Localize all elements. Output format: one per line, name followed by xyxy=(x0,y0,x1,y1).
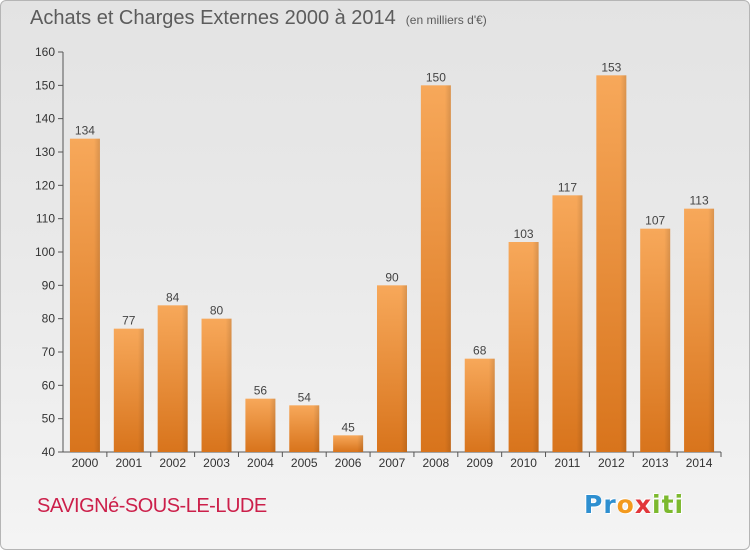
bar-shade xyxy=(93,138,100,452)
y-tick-label: 130 xyxy=(35,145,55,159)
data-label: 107 xyxy=(645,214,665,228)
y-tick-label: 70 xyxy=(42,345,56,359)
logo-letter: x xyxy=(634,490,652,519)
x-tick-label: 2009 xyxy=(466,456,493,470)
x-tick-label: 2002 xyxy=(159,456,186,470)
x-tick-label: 2010 xyxy=(510,456,537,470)
data-label: 113 xyxy=(689,194,708,208)
bars xyxy=(69,75,715,453)
logo-letter: i xyxy=(674,490,685,519)
x-tick-label: 2005 xyxy=(291,456,318,470)
data-label: 103 xyxy=(514,227,534,241)
data-label: 68 xyxy=(473,344,487,358)
logo-letter: t xyxy=(661,490,675,519)
data-label: 45 xyxy=(341,420,355,434)
x-tick-label: 2003 xyxy=(203,456,230,470)
y-tick-label: 40 xyxy=(42,445,56,459)
x-tick-label: 2008 xyxy=(423,456,450,470)
y-tick-label: 80 xyxy=(42,312,56,326)
bar-shade xyxy=(269,398,276,452)
x-tick-label: 2013 xyxy=(642,456,669,470)
bar-shade xyxy=(488,358,495,452)
x-tick-label: 2011 xyxy=(555,456,581,470)
y-tick-label: 120 xyxy=(35,178,55,192)
y-tick-label: 60 xyxy=(42,378,56,392)
x-tick-label: 2004 xyxy=(247,456,274,470)
bar-shade xyxy=(444,85,451,452)
logo-letter: P xyxy=(584,490,604,519)
data-labels: 134 77 84 80 56 54 45 90 150 68 103 117 153 107 113 xyxy=(75,60,709,434)
data-label: 153 xyxy=(601,60,621,74)
y-tick-label: 100 xyxy=(35,245,55,259)
x-tick-label: 2014 xyxy=(686,456,713,470)
bar-shade xyxy=(532,242,539,452)
logo-letter: r xyxy=(603,490,617,519)
data-label: 84 xyxy=(166,290,180,304)
bar-shade xyxy=(181,305,188,452)
commune-name: SAVIGNé-SOUS-LE-LUDE xyxy=(37,495,267,517)
bar-shade xyxy=(664,228,671,452)
data-label: 80 xyxy=(210,304,224,318)
data-label: 77 xyxy=(122,314,136,328)
bar xyxy=(333,435,364,452)
y-tick-label: 150 xyxy=(35,78,55,92)
y-tick-label: 110 xyxy=(36,212,55,226)
data-label: 117 xyxy=(558,180,577,194)
logo-letter: i xyxy=(652,490,662,519)
chart-title-text: Achats et Charges Externes 2000 à 2014 xyxy=(30,7,396,29)
bar-shade xyxy=(313,405,320,452)
chart-subtitle: (en milliers d'€) xyxy=(405,13,487,27)
bar-shade xyxy=(357,435,364,452)
bar-shade xyxy=(401,285,407,452)
y-tick-label: 50 xyxy=(42,412,56,426)
bar-shade xyxy=(137,328,144,452)
x-tick-label: 2000 xyxy=(72,456,99,470)
data-label: 150 xyxy=(426,70,446,84)
bar-shade xyxy=(620,75,627,452)
bar-shade xyxy=(576,195,583,453)
x-tick-label: 2012 xyxy=(598,456,625,470)
x-tick-label: 2006 xyxy=(335,456,362,470)
data-label: 134 xyxy=(75,124,95,138)
x-tick-label: 2001 xyxy=(115,456,142,470)
data-label: 90 xyxy=(385,270,399,284)
x-tick-label: 2007 xyxy=(379,456,406,470)
data-label: 56 xyxy=(254,384,268,398)
proxiti-logo: Proxiti xyxy=(584,490,684,519)
y-tick-label: 90 xyxy=(42,278,56,292)
y-tick-label: 160 xyxy=(35,45,55,59)
bar-shade xyxy=(708,208,715,452)
logo-letter: o xyxy=(616,490,635,519)
chart-title: Achats et Charges Externes 2000 à 2014 (e… xyxy=(30,7,487,30)
bar-shade xyxy=(225,318,232,452)
data-label: 54 xyxy=(298,390,312,404)
y-tick-label: 140 xyxy=(35,112,55,126)
